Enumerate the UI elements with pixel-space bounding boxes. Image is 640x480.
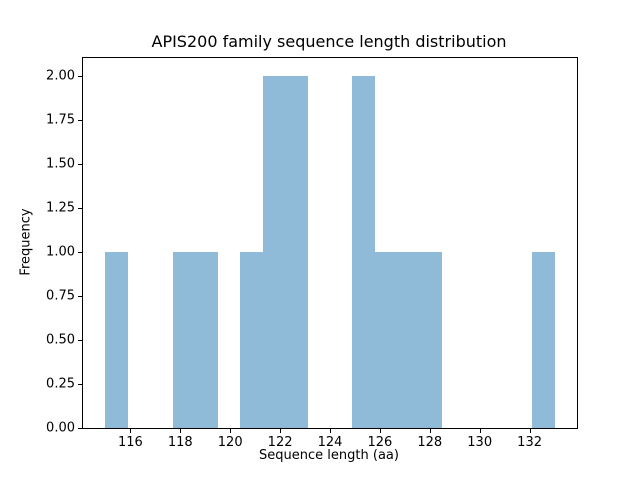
y-tick-mark xyxy=(78,119,82,121)
y-tick-label: 0.50 xyxy=(46,332,75,348)
x-tick-mark xyxy=(479,429,481,433)
histogram-bar xyxy=(532,251,555,428)
y-tick-label: 0.00 xyxy=(46,420,75,436)
x-tick-mark xyxy=(379,429,381,433)
histogram-bar xyxy=(374,251,398,428)
y-tick-label: 1.25 xyxy=(46,200,75,216)
y-tick-label: 1.00 xyxy=(46,244,75,260)
x-tick-mark xyxy=(429,429,431,433)
histogram-bar xyxy=(262,75,286,428)
x-tick-label: 130 xyxy=(467,435,493,450)
x-tick-label: 118 xyxy=(167,435,193,450)
histogram-bar xyxy=(195,251,218,428)
y-tick-label: 1.75 xyxy=(46,112,75,128)
x-tick-label: 124 xyxy=(317,435,343,450)
y-tick-mark xyxy=(78,339,82,341)
x-tick-label: 116 xyxy=(117,435,143,450)
chart-title: APIS200 family sequence length distribut… xyxy=(151,32,507,51)
y-axis-label: Frequency xyxy=(18,208,34,276)
x-tick-label: 122 xyxy=(267,435,293,450)
histogram-bar xyxy=(285,75,308,428)
y-tick-mark xyxy=(78,251,82,253)
histogram-bar xyxy=(397,251,420,428)
y-tick-label: 0.25 xyxy=(46,376,75,392)
x-tick-mark xyxy=(180,429,182,433)
histogram-bar xyxy=(105,251,128,428)
y-tick-label: 2.00 xyxy=(46,68,75,84)
plot-area: 116 118 120 122 124 126 128 130 132 0.00 0.25 0.50 0… xyxy=(46,57,578,450)
histogram-bar xyxy=(352,75,375,428)
x-tick-mark xyxy=(529,429,531,433)
y-tick-mark xyxy=(78,75,82,77)
y-tick-mark xyxy=(78,383,82,385)
histogram-bar xyxy=(240,251,263,428)
x-tick-label: 132 xyxy=(517,435,543,450)
x-tick-mark xyxy=(280,429,282,433)
y-tick-mark xyxy=(78,163,82,165)
y-tick-label: 1.50 xyxy=(46,156,75,172)
x-tick-mark xyxy=(230,429,232,433)
x-tick-mark xyxy=(130,429,132,433)
y-tick-mark xyxy=(78,295,82,297)
x-tick-label: 128 xyxy=(417,435,443,450)
histogram-bar xyxy=(419,251,443,428)
x-tick-label: 126 xyxy=(367,435,393,450)
histogram-bar xyxy=(172,251,196,428)
y-tick-label: 0.75 xyxy=(46,288,75,304)
x-axis-label: Sequence length (aa) xyxy=(259,448,399,463)
y-tick-mark xyxy=(78,207,82,209)
x-tick-label: 120 xyxy=(217,435,243,450)
x-tick-mark xyxy=(330,429,331,433)
y-tick-mark xyxy=(78,428,82,429)
